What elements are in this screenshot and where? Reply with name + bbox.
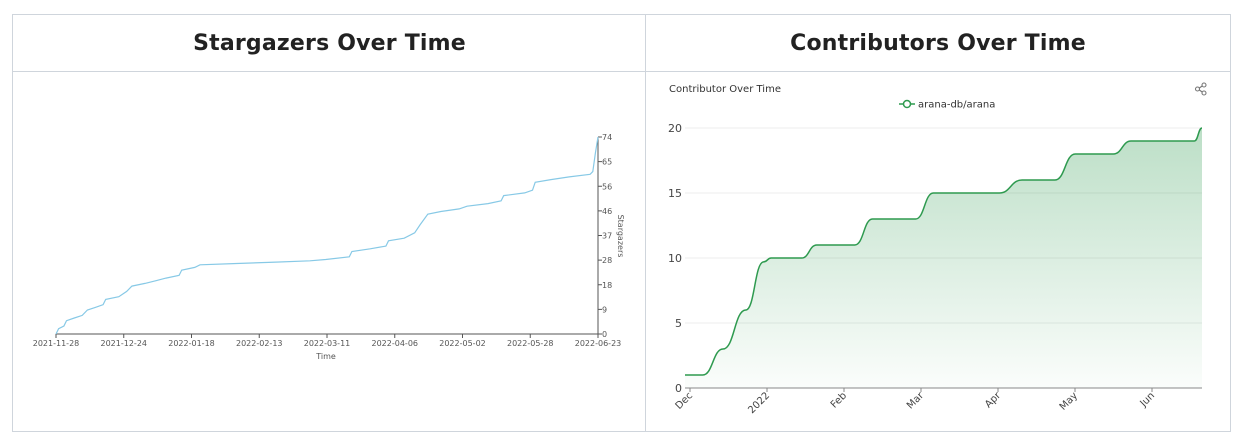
contributors-panel-title: Contributors Over Time [790,30,1086,56]
stargazers-header: Stargazers Over Time [13,15,646,72]
contributors-header: Contributors Over Time [646,15,1230,72]
share-icon[interactable] [1194,82,1208,96]
stargazers-panel-title: Stargazers Over Time [193,30,466,56]
contrib-legend-marker [902,99,912,109]
stargazers-panel: Stargazers Over Time [12,14,646,432]
contributors-panel: Contributors Over Time [645,14,1231,432]
contrib-legend-label: arana-db/arana [918,100,995,111]
contrib-legend[interactable]: arana-db/arana [899,100,995,111]
